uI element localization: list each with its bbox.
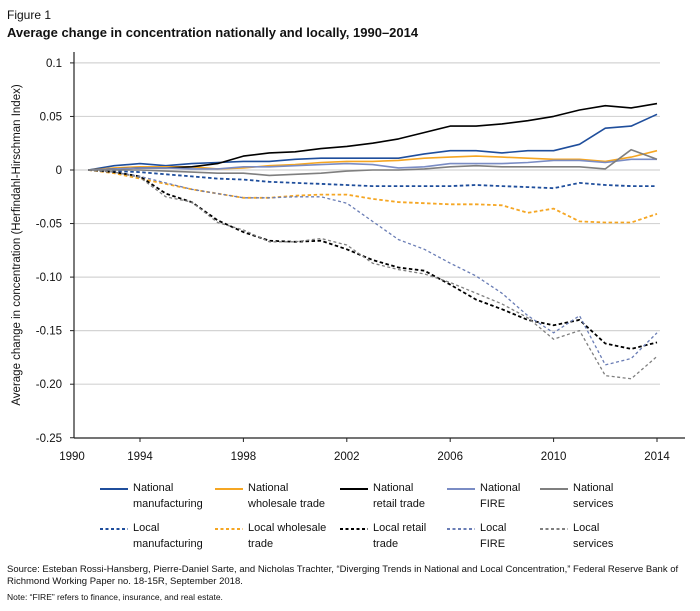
legend-label: Local FIRE bbox=[480, 520, 557, 552]
legend-label-line: trade bbox=[248, 538, 274, 550]
legend-label-line: trade bbox=[373, 538, 399, 550]
national-fire-line bbox=[88, 158, 657, 171]
legend-label: Local wholesale trade bbox=[248, 520, 327, 552]
legend-item: National FIRE bbox=[447, 480, 557, 512]
legend-label-line: services bbox=[573, 538, 614, 550]
x-tick-label: 2006 bbox=[437, 451, 463, 463]
legend-label-line: wholesale trade bbox=[248, 498, 326, 510]
legend-label-line: FIRE bbox=[480, 498, 506, 510]
legend-label: National wholesale trade bbox=[248, 480, 325, 512]
legend-label-line: Local bbox=[573, 522, 600, 534]
x-tick-label: 2002 bbox=[334, 451, 360, 463]
x-tick-label: 1998 bbox=[231, 451, 257, 463]
legend-label-line: services bbox=[573, 498, 614, 510]
legend-label-line: Local wholesale bbox=[248, 522, 327, 534]
legend-item: National services bbox=[540, 480, 650, 512]
legend-swatch bbox=[340, 488, 368, 490]
y-tick-label: 0.1 bbox=[46, 58, 62, 70]
x-tick-label: 1994 bbox=[127, 451, 153, 463]
legend-label-line: Local bbox=[480, 522, 507, 534]
legend-item: Local wholesale trade bbox=[215, 520, 327, 552]
y-tick-label: -0.25 bbox=[36, 433, 62, 445]
national-retail-trade-line bbox=[88, 102, 658, 171]
note-text: Note: “FIRE” refers to finance, insuranc… bbox=[7, 592, 223, 602]
legend-swatch bbox=[100, 528, 128, 530]
legend-swatch bbox=[540, 528, 568, 530]
legend-item: Local manufacturing bbox=[100, 520, 210, 552]
figure-label: Figure 1 bbox=[7, 8, 52, 22]
local-fire-line bbox=[88, 169, 658, 366]
legend-label: Local services bbox=[573, 520, 650, 552]
line-chart: 0.1 0.05 0 -0.05 -0.10 -0.15 -0.20 -0.25 1990 199… bbox=[11, 52, 685, 463]
legend-label: Local manufacturing bbox=[133, 520, 210, 552]
legend-item: National retail trade bbox=[340, 480, 450, 512]
legend-label-line: manufacturing bbox=[133, 498, 203, 510]
legend-label-line: retail trade bbox=[373, 498, 425, 510]
y-tick-label: -0.15 bbox=[36, 326, 62, 338]
local-services-line bbox=[88, 169, 658, 380]
legend-label-line: Local retail bbox=[373, 522, 427, 534]
legend-item: Local FIRE bbox=[447, 520, 557, 552]
legend-label-line: National bbox=[248, 482, 289, 494]
y-tick-label: -0.05 bbox=[36, 219, 62, 231]
legend-label-line: FIRE bbox=[480, 538, 506, 550]
legend-item: Local services bbox=[540, 520, 650, 552]
y-tick-label: -0.10 bbox=[36, 272, 62, 284]
chart-title: Average change in concentration national… bbox=[7, 25, 419, 40]
local-manufacturing-line bbox=[88, 169, 657, 190]
legend-label-line: National bbox=[373, 482, 414, 494]
legend-swatch bbox=[447, 528, 475, 530]
legend-item: Local retail trade bbox=[340, 520, 450, 552]
local-retail-trade-line bbox=[88, 169, 658, 350]
footer: Source: Esteban Rossi-Hansberg, Pierre-D… bbox=[7, 564, 697, 603]
legend-item: National manufacturing bbox=[100, 480, 210, 512]
legend-label-line: Local bbox=[133, 522, 160, 534]
source-text: Source: Esteban Rossi-Hansberg, Pierre-D… bbox=[7, 564, 679, 587]
y-tick-label: 0 bbox=[56, 165, 62, 177]
legend-label: Local retail trade bbox=[373, 520, 450, 552]
legend-label: National manufacturing bbox=[133, 480, 210, 512]
legend-swatch bbox=[540, 488, 568, 490]
legend-label-line: National bbox=[480, 482, 521, 494]
legend-label: National services bbox=[573, 480, 650, 512]
legend-swatch bbox=[447, 488, 475, 490]
legend-label-line: National bbox=[133, 482, 174, 494]
legend-swatch bbox=[215, 488, 243, 490]
national-services-line bbox=[88, 148, 658, 177]
national-manufacturing-line bbox=[88, 113, 658, 171]
legend-label-line: manufacturing bbox=[133, 538, 203, 550]
legend-swatch bbox=[340, 528, 368, 530]
legend-label-line: National bbox=[573, 482, 614, 494]
y-tick-label: -0.20 bbox=[36, 379, 62, 391]
x-tick-label: 2014 bbox=[644, 451, 670, 463]
y-axis-label: Average change in concentration (Herfind… bbox=[11, 84, 23, 405]
legend-label: National retail trade bbox=[373, 480, 450, 512]
x-tick-label: 1990 bbox=[59, 451, 85, 463]
legend-swatch bbox=[215, 528, 243, 530]
local-wholesale-trade-line bbox=[88, 169, 658, 224]
x-tick-label: 2010 bbox=[541, 451, 567, 463]
legend-swatch bbox=[100, 488, 128, 490]
legend-item: National wholesale trade bbox=[215, 480, 325, 512]
legend-label: National FIRE bbox=[480, 480, 557, 512]
y-tick-label: 0.05 bbox=[40, 111, 62, 123]
